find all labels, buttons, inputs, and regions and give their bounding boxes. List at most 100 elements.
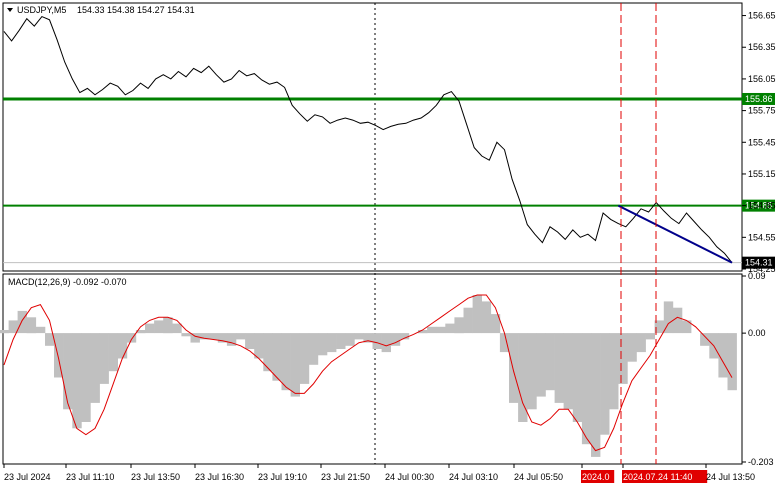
price-tick-label: 156.65 [748, 11, 776, 21]
time-tick-label: 23 Jul 19:10 [258, 472, 307, 482]
macd-bar [472, 295, 482, 334]
macd-bar [445, 323, 455, 334]
trend-line-segment[interactable] [617, 204, 733, 264]
macd-bar [154, 320, 164, 334]
macd-bar [254, 333, 264, 359]
macd-bar [645, 333, 655, 340]
macd-bar [418, 330, 428, 334]
current-price-bg [742, 256, 775, 269]
level-label: 154.85 [745, 201, 773, 211]
macd-bar [509, 333, 519, 403]
macd-bar [54, 333, 64, 378]
macd-bar [481, 301, 492, 334]
macd-bar [336, 333, 346, 349]
price-axis: 156.65 156.35 156.05 155.75 155.45 155.15 154.… [742, 11, 776, 274]
macd-bar [263, 333, 273, 372]
trend-line[interactable] [617, 204, 733, 264]
macd-bar [700, 333, 710, 346]
time-tick-label: 24 Jul 00:30 [385, 472, 434, 482]
macd-label: MACD(12,26,9) -0.092 -0.070 [8, 277, 127, 287]
macd-bar [117, 333, 128, 359]
macd-bar [527, 333, 537, 410]
macd-bar [281, 333, 291, 391]
macd-signal-line [3, 294, 733, 452]
macd-bar [45, 333, 55, 346]
macd-bar [581, 333, 592, 445]
macd-bar [600, 333, 610, 435]
macd-bar [354, 333, 364, 340]
macd-bar [591, 333, 601, 457]
macd-bar [308, 333, 319, 365]
price-panel[interactable] [2, 2, 743, 272]
macd-bar [245, 333, 255, 349]
collapse-triangle-icon[interactable] [7, 8, 13, 12]
macd-bar [727, 333, 737, 391]
macd-bar [317, 333, 328, 356]
current-price-label: 154.31 [745, 258, 773, 268]
macd-bar [299, 333, 310, 384]
macd-bar [345, 333, 355, 346]
macd-grid: 0.09 0.00 -0.203 [742, 271, 774, 467]
price-line [3, 15, 733, 264]
price-tick-label: 156.05 [748, 74, 776, 84]
level-label-bg [742, 199, 775, 212]
macd-tick-label: -0.203 [748, 457, 774, 467]
macd-bar [81, 333, 91, 422]
price-tick-label: 154.85 [748, 201, 776, 211]
time-axis: 23 Jul 2024 23 Jul 11:10 23 Jul 13:50 23 Ju… [3, 464, 755, 483]
macd-tick-label: 0.09 [748, 271, 766, 281]
macd-bar [236, 333, 246, 340]
time-tick-label: 23 Jul 13:50 [131, 472, 180, 482]
macd-bar [672, 307, 683, 334]
macd-bar [99, 333, 109, 384]
time-tick-label: 23 Jul 21:50 [321, 472, 370, 482]
macd-bar [172, 323, 182, 334]
macd-bar [609, 333, 619, 410]
macd-bar [572, 333, 583, 422]
macd-bar [545, 333, 555, 391]
macd-bar [108, 333, 118, 372]
macd-bar [135, 330, 146, 334]
macd-bar [618, 333, 628, 384]
macd-bar [63, 333, 73, 410]
time-tick-label: 24 Jul 03:10 [449, 472, 498, 482]
macd-bar [381, 333, 391, 353]
macd-bar [199, 333, 209, 340]
macd-bar [654, 320, 664, 334]
macd-bar [90, 333, 100, 403]
time-tick-label: 2024.0 [582, 472, 610, 482]
price-tick-label: 155.15 [748, 169, 776, 179]
marker-time-label-bg [622, 470, 708, 483]
time-tick-label: 24 Jul 13:50 [706, 472, 755, 482]
price-tick-label: 154.25 [748, 264, 776, 274]
price-tick-label: 155.45 [748, 137, 776, 147]
signal-line [3, 294, 733, 452]
macd-bar [499, 333, 510, 353]
macd-bar [363, 333, 373, 343]
macd-bar [390, 333, 401, 346]
macd-bar [636, 333, 646, 353]
macd-bar [8, 320, 18, 334]
macd-bar [0, 330, 9, 334]
macd-bar [427, 326, 437, 334]
level-label-bg [742, 92, 775, 105]
macd-bar [372, 333, 382, 349]
macd-bar [17, 310, 27, 334]
macd-bar [163, 317, 173, 334]
marker-time-label-bg [581, 470, 615, 483]
macd-bar [327, 333, 337, 353]
macd-bar [627, 333, 637, 362]
price-tick-label: 155.75 [748, 106, 776, 116]
price-tick-label: 156.35 [748, 42, 776, 52]
macd-bar [463, 307, 473, 334]
macd-bar [145, 323, 155, 334]
time-tick-label: 24 Jul 05:50 [514, 472, 563, 482]
level-label: 155.86 [745, 94, 773, 104]
macd-bar [272, 333, 282, 381]
macd-bar [682, 320, 692, 334]
macd-bar [436, 326, 446, 334]
macd-bar [72, 333, 82, 429]
vertical-markers[interactable] [620, 3, 657, 464]
price-tick-label: 154.55 [748, 232, 776, 242]
